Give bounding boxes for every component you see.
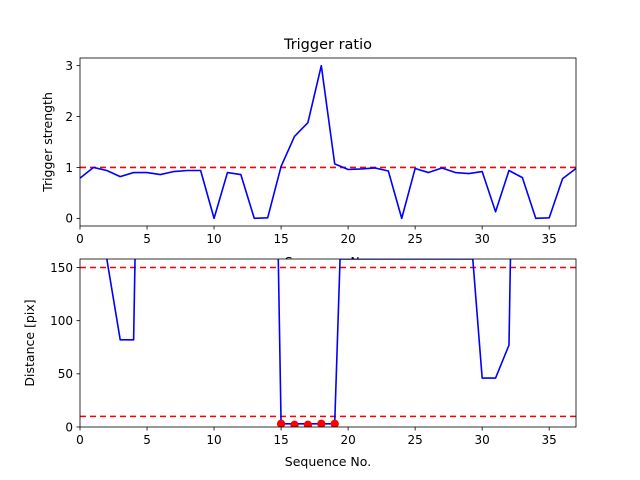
plot-area bbox=[80, 58, 576, 226]
chart-title: Trigger ratio bbox=[283, 37, 372, 53]
y-tick-label: 2 bbox=[65, 110, 73, 124]
series-line bbox=[80, 64, 576, 220]
x-tick-label: 15 bbox=[273, 232, 288, 246]
y-axis-label: Trigger strength bbox=[40, 92, 55, 193]
y-tick-label: 3 bbox=[65, 59, 73, 73]
x-axis-label: Sequence No. bbox=[285, 454, 371, 469]
axes-frame bbox=[79, 57, 577, 227]
x-tick-label: 15 bbox=[273, 433, 288, 447]
x-tick-label: 25 bbox=[407, 232, 422, 246]
data-point bbox=[303, 420, 313, 427]
y-tick-label: 50 bbox=[58, 367, 73, 381]
x-tick-label: 35 bbox=[542, 232, 557, 246]
plot-area bbox=[80, 259, 576, 427]
data-point bbox=[276, 419, 286, 427]
x-tick-label: 30 bbox=[475, 433, 490, 447]
x-tick-label: 10 bbox=[206, 433, 221, 447]
x-tick-label: 5 bbox=[143, 232, 151, 246]
data-point bbox=[330, 419, 339, 427]
x-tick-label: 20 bbox=[340, 433, 355, 447]
x-tick-label: 0 bbox=[76, 433, 84, 447]
distance-subplot: 0 5 10 15 20 25 30 35 0 50 100 150 Sequence No. Di… bbox=[22, 258, 577, 469]
x-tick-label: 30 bbox=[475, 232, 490, 246]
x-tick-label: 20 bbox=[340, 232, 355, 246]
y-axis-label: Distance [pix] bbox=[22, 299, 37, 386]
x-tick-label: 5 bbox=[143, 433, 151, 447]
y-tick-label: 1 bbox=[65, 161, 73, 175]
x-tick-label: 0 bbox=[76, 232, 84, 246]
x-tick-label: 10 bbox=[206, 232, 221, 246]
y-tick-label: 0 bbox=[65, 212, 73, 226]
axes-frame bbox=[79, 258, 577, 428]
x-tick-label: 25 bbox=[407, 433, 422, 447]
data-point bbox=[317, 419, 326, 427]
x-tick-label: 35 bbox=[542, 433, 557, 447]
y-tick-label: 100 bbox=[50, 314, 73, 328]
y-tick-label: 150 bbox=[50, 261, 73, 275]
y-tick-label: 0 bbox=[65, 420, 73, 434]
data-point bbox=[290, 420, 299, 427]
